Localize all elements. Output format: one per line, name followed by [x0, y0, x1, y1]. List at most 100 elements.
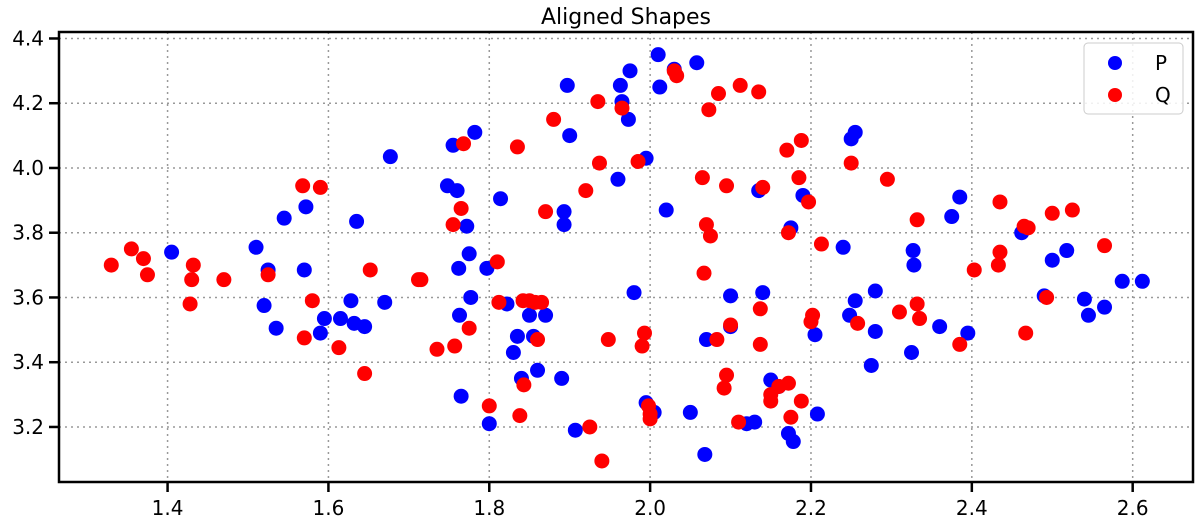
data-point-p: [452, 307, 468, 323]
data-point-q: [843, 155, 859, 171]
data-point-q: [696, 265, 712, 281]
data-point-p: [459, 218, 475, 234]
data-point-p: [904, 345, 920, 361]
y-tick-label: 3.4: [12, 350, 44, 374]
data-point-q: [636, 325, 652, 341]
data-point-p: [463, 289, 479, 305]
data-point-p: [867, 323, 883, 339]
data-point-p: [248, 239, 264, 255]
data-point-q: [512, 408, 528, 424]
data-point-q: [481, 398, 497, 414]
x-axis: 1.4 1.6 1.8 2.0 2.2 2.4 2.6: [152, 482, 1149, 520]
data-point-q: [185, 257, 201, 273]
data-point-q: [723, 317, 739, 333]
data-point-p: [461, 246, 477, 262]
y-tick-label: 3.2: [12, 415, 44, 439]
data-point-p: [847, 124, 863, 140]
data-point-q: [546, 111, 562, 127]
x-tick-label: 2.0: [634, 496, 666, 520]
data-point-q: [694, 170, 710, 186]
data-point-p: [944, 209, 960, 225]
data-point-q: [296, 330, 312, 346]
data-point-q: [591, 155, 607, 171]
data-point-q: [429, 341, 445, 357]
y-tick-label: 3.8: [12, 221, 44, 245]
data-point-p: [658, 202, 674, 218]
data-point-q: [879, 171, 895, 187]
data-point-p: [562, 128, 578, 144]
data-point-q: [312, 179, 328, 195]
data-point-p: [382, 149, 398, 165]
legend-marker-q: [1108, 88, 1122, 102]
data-point-q: [992, 194, 1008, 210]
data-point-q: [582, 419, 598, 435]
data-point-p: [559, 77, 575, 93]
data-point-q: [780, 225, 796, 241]
data-point-q: [447, 338, 463, 354]
data-point-p: [723, 288, 739, 304]
data-point-q: [966, 262, 982, 278]
x-tick-label: 1.4: [152, 496, 184, 520]
data-point-q: [891, 304, 907, 320]
data-point-p: [467, 124, 483, 140]
data-point-p: [481, 416, 497, 432]
data-point-q: [710, 86, 726, 102]
data-point-p: [505, 345, 521, 361]
data-point-q: [912, 311, 928, 327]
chart-title: Aligned Shapes: [541, 5, 711, 30]
x-tick-label: 1.8: [473, 496, 505, 520]
data-point-q: [362, 262, 378, 278]
data-point-p: [747, 414, 763, 430]
data-point-p: [256, 298, 272, 314]
x-tick-label: 2.6: [1117, 496, 1149, 520]
data-point-q: [1039, 289, 1055, 305]
data-point-q: [453, 200, 469, 216]
data-point-q: [719, 178, 735, 194]
data-point-p: [697, 446, 713, 462]
data-point-p: [332, 311, 348, 327]
x-tick-label: 2.2: [795, 496, 827, 520]
data-point-q: [763, 393, 779, 409]
data-point-q: [331, 340, 347, 356]
data-point-q: [614, 100, 630, 116]
data-point-p: [807, 327, 823, 343]
data-point-p: [509, 328, 525, 344]
y-tick-label: 3.6: [12, 285, 44, 309]
data-point-q: [260, 267, 276, 283]
legend-label-q: Q: [1155, 83, 1171, 107]
data-point-p: [349, 213, 365, 229]
data-point-p: [835, 239, 851, 255]
plot-frame: [57, 30, 1195, 484]
data-point-p: [1114, 273, 1130, 289]
data-point-p: [1059, 243, 1075, 259]
y-tick-label: 4.4: [12, 26, 44, 50]
data-point-q: [990, 257, 1006, 273]
data-point-p: [451, 260, 467, 276]
data-point-q: [630, 153, 646, 169]
data-point-q: [357, 366, 373, 382]
x-tick-label: 2.4: [956, 496, 988, 520]
data-point-p: [785, 434, 801, 450]
data-point-p: [847, 293, 863, 309]
data-point-q: [590, 94, 606, 110]
data-point-p: [1097, 299, 1113, 315]
data-point-p: [622, 63, 638, 79]
data-point-q: [1064, 202, 1080, 218]
data-point-p: [960, 325, 976, 341]
data-point-q: [295, 178, 311, 194]
y-tick-label: 4.2: [12, 91, 44, 115]
data-point-q: [909, 212, 925, 228]
data-point-q: [779, 142, 795, 158]
data-point-p: [449, 183, 465, 199]
data-point-p: [316, 311, 332, 327]
data-point-q: [1044, 205, 1060, 221]
data-point-q: [445, 217, 461, 233]
x-tick-label: 1.6: [313, 496, 345, 520]
data-point-p: [538, 307, 554, 323]
data-point-q: [461, 320, 477, 336]
data-point-p: [298, 199, 314, 215]
data-point-q: [489, 254, 505, 270]
data-point-q: [803, 314, 819, 330]
data-point-p: [1076, 291, 1092, 307]
data-point-p: [905, 243, 921, 259]
